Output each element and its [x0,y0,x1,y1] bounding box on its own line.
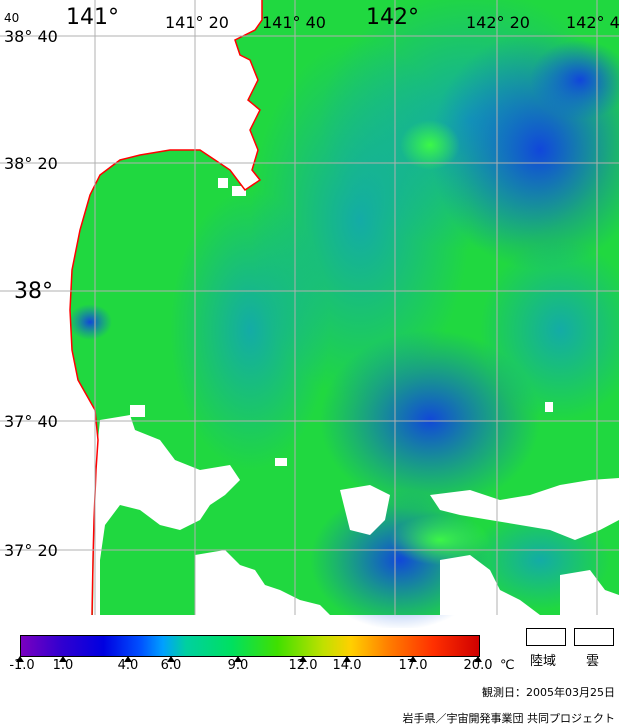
tick-mark [16,656,24,662]
tick-mark [474,656,482,662]
observation-date: 観測日：2005年03月25日 [482,686,615,699]
tick-mark [124,656,132,662]
lat-label-38-40: 38° 40 [4,27,58,46]
land-area [0,0,262,615]
cloud-key-swatch [574,628,614,646]
cloud-areas [93,178,619,615]
tick-label: 1.0 [52,658,74,673]
tick-mark [59,656,67,662]
tick-mark [343,656,351,662]
lat-label-38: 38° [14,279,53,304]
tick-label: 14.0 [332,658,362,673]
tick-label: 20.0 [463,658,493,673]
credit-line: 岩手県／宇宙開発事業団 共同プロジェクト [402,712,616,725]
tick-label: 9.0 [227,658,249,673]
tick-label: 4.0 [117,658,139,673]
tick-mark [299,656,307,662]
temperature-color-scale [20,635,480,657]
lon-label-141-40: 141° 40 [262,13,326,32]
corner-label: 40 [4,11,19,25]
lon-label-142: 142° [366,5,419,30]
lat-label-37-20: 37° 20 [4,541,58,560]
lon-label-142-40: 142° 4 [566,13,619,32]
lon-label-141-20: 141° 20 [165,13,229,32]
cloud-key-label: 雲 [586,654,600,669]
tick-mark [234,656,242,662]
tick-label: 12.0 [288,658,318,673]
unit-label: ℃ [500,658,515,673]
legend: -1.0 1.0 4.0 6.0 9.0 12.0 14.0 17.0 20.0… [0,628,619,725]
sea-surface-temperature-map: 40 141° 141° 20 141° 40 142° 142° 20 142… [0,0,619,628]
lon-label-141: 141° [66,5,119,30]
lon-label-142-20: 142° 20 [466,13,530,32]
coastline [69,0,263,616]
land-key-label: 陸域 [530,654,557,669]
tick-mark [409,656,417,662]
land-key-swatch [526,628,566,646]
tick-mark [167,656,175,662]
lat-label-37-40: 37° 40 [4,412,58,431]
tick-label: 17.0 [398,658,428,673]
tick-label: 6.0 [160,658,182,673]
graticule [0,0,619,615]
lat-label-38-20: 38° 20 [4,154,58,173]
tick-label: -1.0 [9,658,35,673]
